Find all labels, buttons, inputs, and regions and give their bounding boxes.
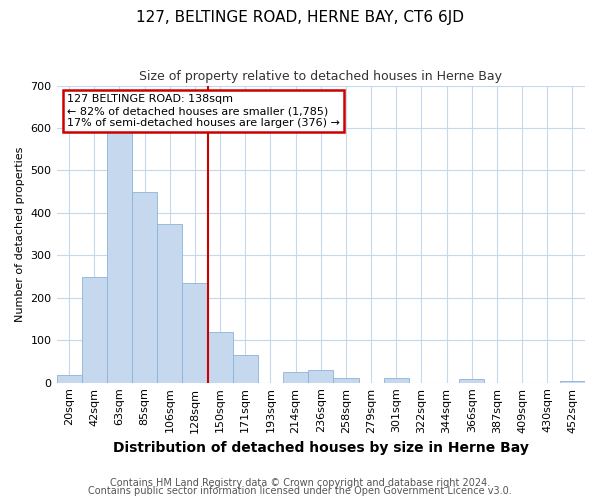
- Bar: [208, 332, 233, 382]
- Bar: [283, 372, 308, 382]
- Bar: [560, 380, 585, 382]
- Text: 127 BELTINGE ROAD: 138sqm
← 82% of detached houses are smaller (1,785)
17% of se: 127 BELTINGE ROAD: 138sqm ← 82% of detac…: [67, 94, 340, 128]
- Y-axis label: Number of detached properties: Number of detached properties: [15, 146, 25, 322]
- Bar: [459, 380, 484, 382]
- Title: Size of property relative to detached houses in Herne Bay: Size of property relative to detached ho…: [139, 70, 502, 83]
- Bar: [157, 224, 182, 382]
- X-axis label: Distribution of detached houses by size in Herne Bay: Distribution of detached houses by size …: [113, 441, 529, 455]
- Bar: [334, 378, 359, 382]
- Bar: [182, 283, 208, 382]
- Bar: [308, 370, 334, 382]
- Text: 127, BELTINGE ROAD, HERNE BAY, CT6 6JD: 127, BELTINGE ROAD, HERNE BAY, CT6 6JD: [136, 10, 464, 25]
- Text: Contains public sector information licensed under the Open Government Licence v3: Contains public sector information licen…: [88, 486, 512, 496]
- Bar: [383, 378, 409, 382]
- Bar: [56, 375, 82, 382]
- Bar: [107, 132, 132, 382]
- Bar: [233, 355, 258, 382]
- Text: Contains HM Land Registry data © Crown copyright and database right 2024.: Contains HM Land Registry data © Crown c…: [110, 478, 490, 488]
- Bar: [132, 192, 157, 382]
- Bar: [82, 278, 107, 382]
